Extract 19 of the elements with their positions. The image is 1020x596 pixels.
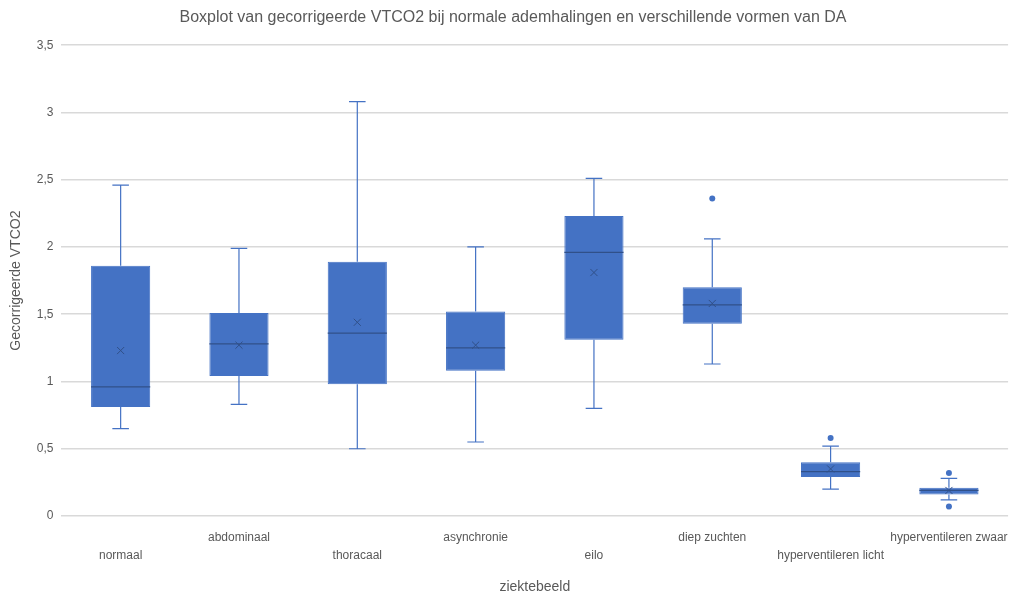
x-axis-title: ziektebeeld [499,578,571,595]
y-tick-label: 0 [46,508,54,523]
x-tick-label: asynchronie [443,529,509,544]
x-tick-label: abdominaal [207,529,270,544]
chart-title: Boxplot van gecorrigeerde VTCO2 bij normale ademhalingen en verschillende vormen van DA [179,8,847,26]
x-tick-label: thoracaal [332,548,382,563]
x-tick-label: diep zuchten [678,529,747,544]
y-tick-label: 2,5 [36,172,54,187]
y-tick-label: 3 [46,104,54,119]
y-axis-title: Gecorrigeerde VTCO2 [7,210,24,351]
y-tick-label: 2 [46,239,54,254]
y-tick-label: 1 [46,373,54,388]
x-tick-label: normaal [98,548,143,563]
x-tick-label: hyperventileren licht [777,548,885,563]
y-tick-label: 0,5 [36,441,54,456]
x-tick-label: hyperventileren zwaar [890,529,1008,544]
x-tick-label: eilo [584,548,604,563]
y-tick-label: 1,5 [36,306,54,321]
y-tick-label: 3,5 [36,37,54,52]
